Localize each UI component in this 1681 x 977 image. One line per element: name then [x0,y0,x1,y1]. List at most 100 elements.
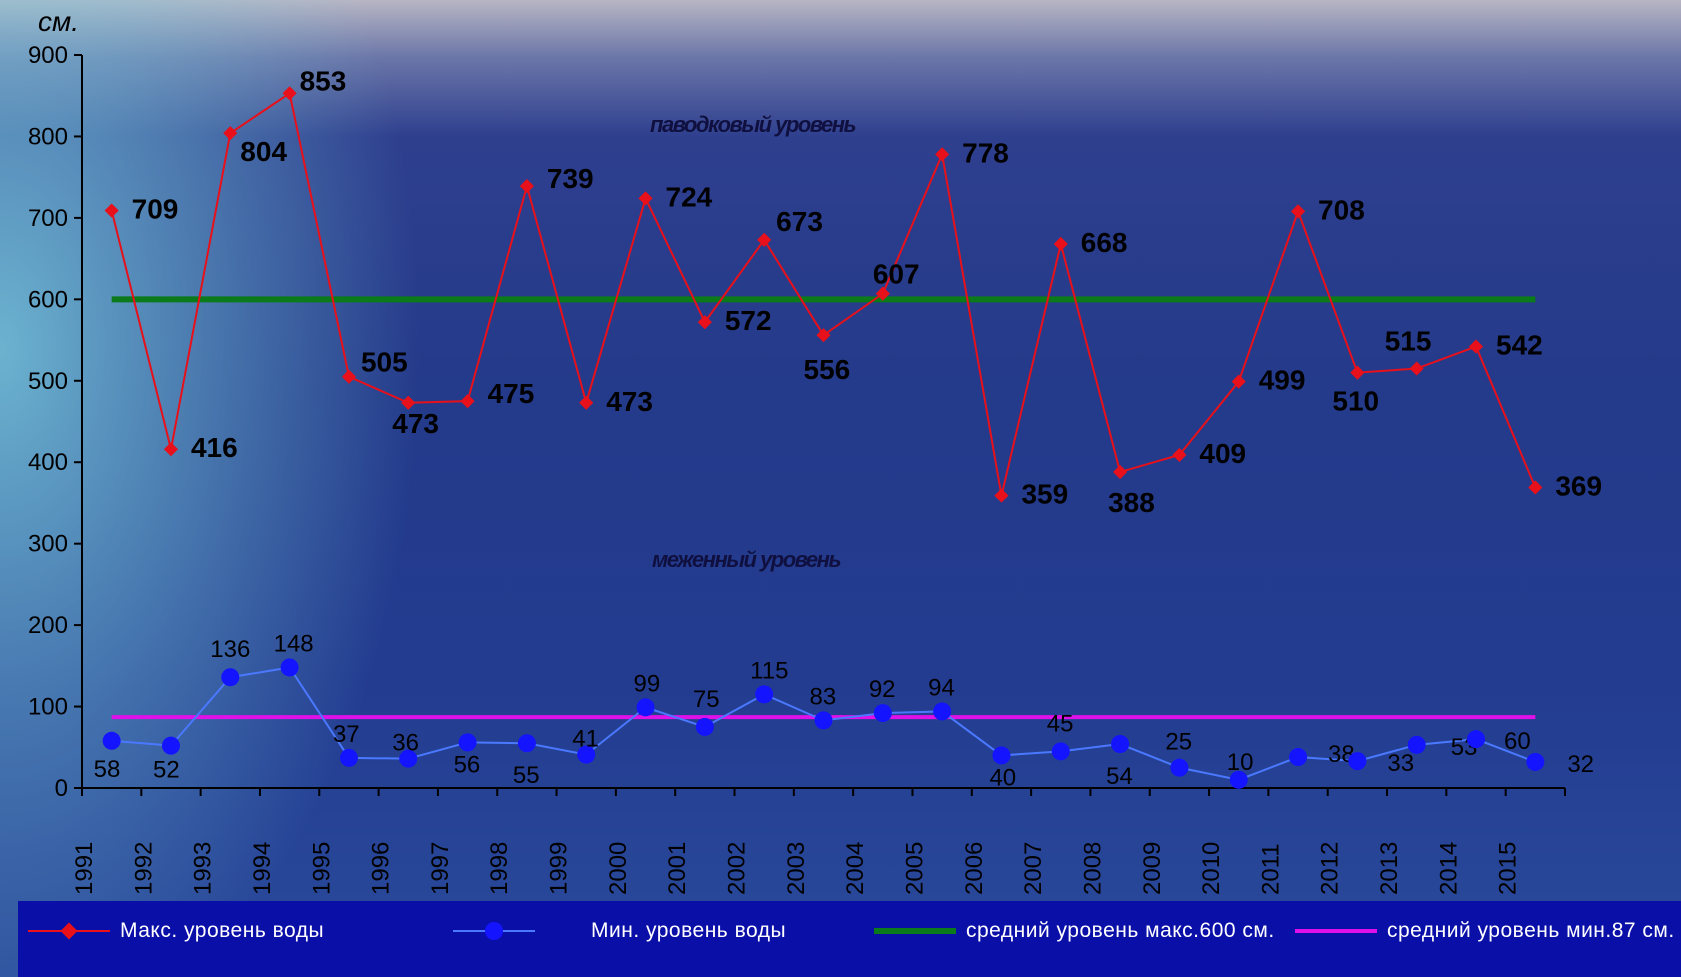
max-data-label: 505 [361,347,408,378]
min-point [814,711,833,730]
legend-avg-min-label: средний уровень мин.87 см. [1387,919,1675,942]
x-tick-label: 1998 [486,842,513,895]
max-data-label: 607 [873,259,920,290]
legend-max-marker [28,922,110,940]
x-tick-label: 2003 [783,842,810,895]
max-data-label: 673 [776,206,823,237]
min-data-label: 45 [1047,710,1074,737]
legend-avg-max-marker [874,928,956,934]
max-point [697,315,712,330]
legend-min-marker [453,922,535,940]
min-point [1289,748,1308,767]
y-tick-label: 600 [28,286,68,313]
min-point [1229,770,1248,789]
min-data-label: 56 [454,751,481,778]
max-data-label: 499 [1259,365,1306,396]
min-point [161,736,180,755]
min-point [517,734,536,753]
min-data-label: 94 [928,674,955,701]
legend-min-label: Мин. уровень воды [591,919,787,942]
max-data-label: 359 [1021,479,1068,510]
y-tick-label: 800 [28,123,68,150]
y-tick-label: 700 [28,205,68,232]
min-data-label: 115 [750,657,788,684]
min-point [577,745,596,764]
max-point [1528,480,1543,495]
max-point [341,369,357,384]
max-point [935,147,950,162]
max-data-label: 515 [1385,326,1432,357]
x-tick-label: 2008 [1079,842,1106,895]
min-data-label: 92 [869,676,896,703]
x-tick-label: 1993 [190,842,217,895]
y-tick-label: 500 [28,368,68,395]
x-tick-label: 2007 [1020,842,1047,895]
max-data-label: 724 [666,181,713,212]
max-series-line [110,91,1537,496]
x-tick-label: 2004 [842,842,869,895]
max-point [519,179,534,194]
max-data-label: 853 [300,65,347,96]
max-data-label: 409 [1199,438,1246,469]
min-point [755,685,774,704]
max-data-label: 556 [804,354,851,385]
legend-item-max: Макс. уровень воды [28,901,324,961]
min-point [1051,742,1070,761]
min-point [280,658,299,677]
min-point [102,731,121,750]
min-point [1170,758,1189,777]
x-tick-label: 2006 [961,842,988,895]
min-data-label: 99 [634,670,661,697]
max-point [1290,204,1306,219]
min-point [339,748,358,767]
x-tick-label: 2001 [664,842,691,895]
chart-legend: Макс. уровень воды Мин. уровень воды сре… [18,901,1681,977]
max-point [1350,365,1365,380]
x-tick-label: 2010 [1198,842,1225,895]
min-point [1111,735,1130,754]
low-level-annotation: меженный уровень [652,547,842,572]
y-tick-label: 300 [28,531,68,558]
min-point [1407,735,1426,754]
max-data-label: 473 [392,408,439,439]
min-point [695,717,714,736]
min-data-label: 54 [1106,763,1133,790]
x-tick-label: 2015 [1495,842,1522,895]
min-point [992,746,1011,765]
x-tick-label: 1996 [368,842,395,895]
min-data-label: 32 [1567,751,1594,778]
x-tick-label: 2000 [605,842,632,895]
max-point [282,86,297,101]
y-tick-label: 200 [28,612,68,639]
max-point [1409,361,1424,376]
x-tick-label: 1995 [308,842,335,895]
x-tick-label: 1992 [130,842,157,895]
max-point [579,395,594,410]
min-data-label: 41 [572,726,599,753]
min-data-label: 40 [989,764,1016,791]
x-tick-label: 2012 [1317,842,1344,895]
max-point [1053,236,1068,252]
min-point [1526,752,1545,771]
max-point [104,203,119,218]
max-data-label: 739 [547,163,594,194]
max-point [401,395,416,410]
y-tick-label: 100 [28,694,68,721]
max-point [757,232,772,247]
min-point [1348,752,1367,771]
min-point [399,749,418,768]
max-point [1468,339,1484,354]
max-point [163,442,179,457]
x-tick-label: 1991 [71,842,98,895]
max-data-label: 510 [1332,386,1379,417]
legend-max-label: Макс. уровень воды [120,919,325,942]
x-tick-label: 1994 [249,842,276,895]
legend-item-avg-min: средний уровень мин.87 см. [1295,901,1675,961]
min-point [458,733,477,752]
max-point [638,191,653,206]
max-data-label: 804 [240,136,287,167]
max-point [460,394,475,409]
min-point [873,704,892,723]
max-data-label: 369 [1555,470,1602,501]
